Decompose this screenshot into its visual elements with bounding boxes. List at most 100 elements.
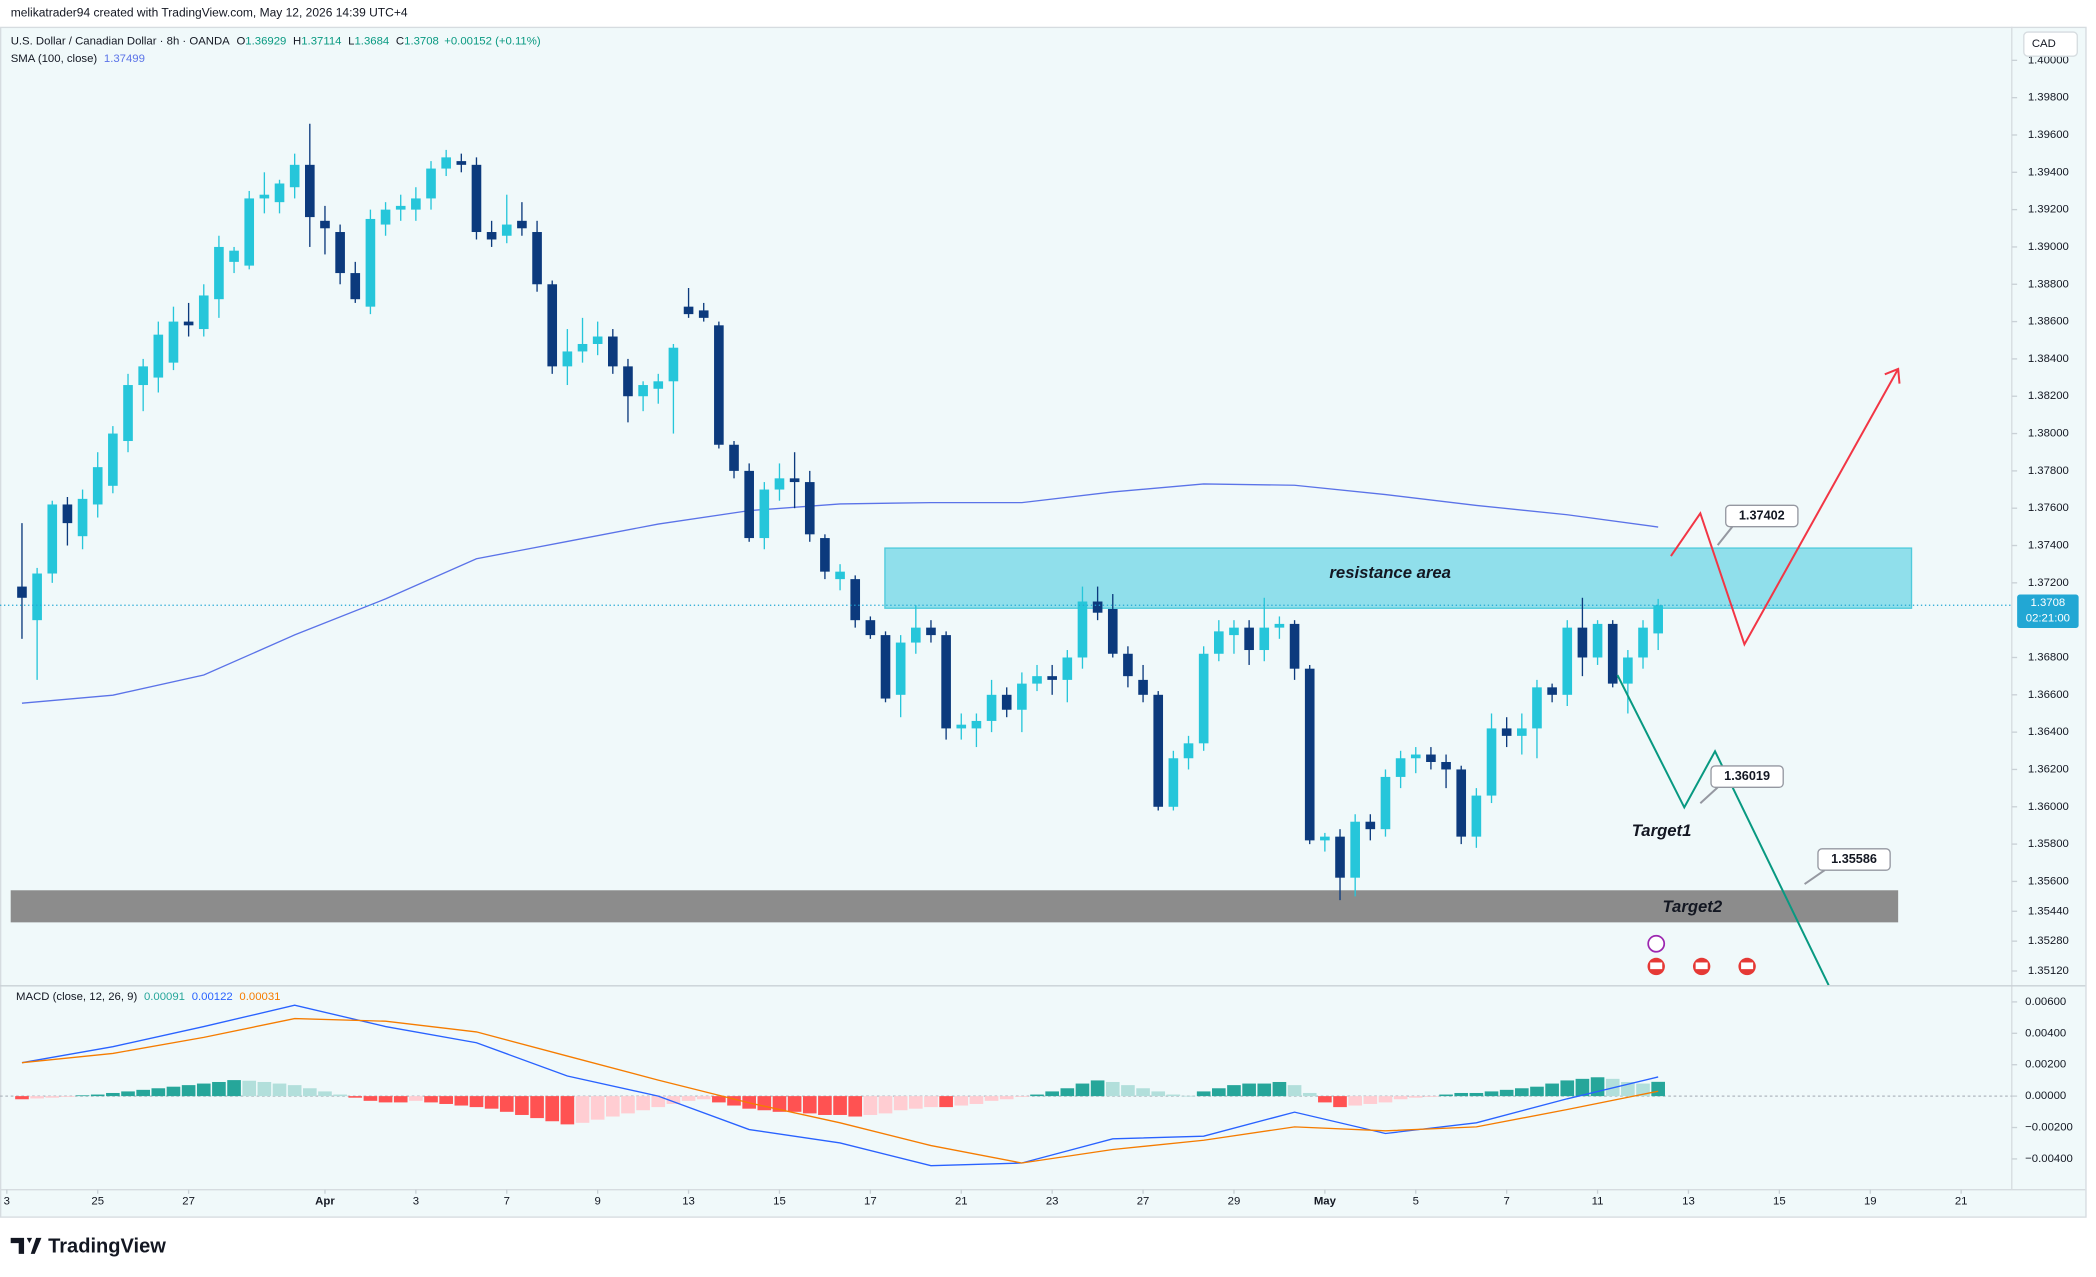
candle-body — [1244, 627, 1254, 651]
candle-body — [289, 164, 300, 188]
x-tick-label: 9 — [595, 1196, 601, 1208]
candle-body — [804, 482, 815, 535]
y-tick-label: 1.36200 — [2028, 763, 2069, 775]
callout-pointer — [1804, 869, 1826, 885]
candle-body — [956, 724, 967, 729]
candle-body — [305, 164, 315, 218]
candle-body — [274, 183, 285, 203]
candle-body — [820, 538, 830, 572]
candle-body — [350, 273, 361, 300]
candle-body — [138, 366, 148, 386]
y-tick-label: 1.38400 — [2028, 353, 2069, 365]
histogram-bar — [1348, 1096, 1362, 1106]
candle-body — [1547, 687, 1557, 695]
y-tick-label: 1.39800 — [2028, 92, 2069, 104]
histogram-bar — [515, 1096, 529, 1115]
price-pane: resistance area Target1 Target2 1.37402 1.36… — [0, 123, 2012, 986]
x-tick-label: 13 — [682, 1196, 695, 1208]
histogram-bar — [439, 1096, 453, 1104]
candle-body — [759, 489, 770, 539]
candle-body — [441, 157, 451, 169]
histogram-bar — [696, 1096, 711, 1100]
y-tick-label: 1.38200 — [2028, 390, 2069, 402]
y-tick-label: 0.00200 — [2025, 1059, 2066, 1071]
candle-body — [1047, 676, 1057, 680]
histogram-bar — [1121, 1085, 1135, 1097]
candle-body — [608, 336, 618, 367]
candle-body — [62, 504, 73, 524]
histogram-bar — [1575, 1078, 1590, 1097]
histogram-bar — [939, 1096, 953, 1108]
candle-body — [1365, 821, 1376, 830]
candle-body — [1592, 623, 1603, 658]
candle-body — [1517, 728, 1527, 736]
candle-body — [1471, 795, 1482, 837]
bear-projection — [1616, 674, 1830, 986]
currency-box — [2023, 31, 2078, 57]
histogram-bar — [1181, 1095, 1196, 1097]
histogram-bar — [1363, 1096, 1378, 1104]
candle-body — [774, 478, 785, 490]
sma-name: SMA (100, close) — [11, 53, 98, 65]
sma-legend: SMA (100, close) 1.37499 — [11, 53, 145, 65]
candle-body — [380, 209, 391, 225]
histogram-bar — [287, 1085, 302, 1097]
histogram-bar — [651, 1096, 666, 1108]
histogram-bar — [242, 1080, 257, 1097]
candle-body — [1623, 657, 1633, 684]
candle-body — [911, 627, 921, 643]
x-tick-label: 29 — [1228, 1196, 1241, 1208]
histogram-bar — [1257, 1083, 1272, 1097]
target-zone — [10, 890, 1899, 923]
y-tick-label: 1.37800 — [2028, 465, 2069, 477]
axes: 1.40000 1.39800 1.39600 1.39400 1.39200 1.390… — [4, 31, 2079, 1208]
candle-body — [411, 198, 421, 210]
candle-body — [1304, 668, 1315, 841]
y-tick-label: 1.36000 — [2028, 801, 2069, 813]
candle-body — [1607, 623, 1618, 684]
histogram-bar — [712, 1096, 726, 1103]
histogram-bar — [348, 1096, 363, 1098]
candle-body — [32, 573, 42, 621]
histogram-bar — [954, 1096, 969, 1106]
y-tick-label: −0.00400 — [2025, 1153, 2073, 1165]
histogram-bar — [196, 1083, 211, 1097]
histogram-bar — [848, 1096, 863, 1117]
histogram-bar — [530, 1096, 544, 1119]
histogram-bar — [863, 1096, 878, 1115]
candle-body — [1017, 683, 1027, 710]
y-tick-label: 1.36600 — [2028, 689, 2069, 701]
event-flag-stripe — [1741, 962, 1754, 970]
histogram-bar — [575, 1096, 590, 1123]
change: +0.00152 (+0.11%) — [444, 35, 541, 47]
callout-pointer — [1716, 526, 1734, 546]
event-flag-stripe — [1695, 962, 1708, 970]
y-tick-label: 1.35280 — [2028, 935, 2069, 947]
candle-body — [1638, 627, 1648, 658]
histogram-bar — [1090, 1080, 1105, 1097]
candle-body — [1426, 754, 1436, 762]
candle-body — [92, 467, 103, 505]
candle-body — [668, 347, 679, 382]
macd-series-value: 0.00122 — [192, 991, 233, 1003]
callout-box — [1817, 848, 1891, 871]
candle-body — [229, 250, 239, 262]
x-tick-label: 21 — [955, 1196, 968, 1208]
histogram-bar — [257, 1081, 272, 1097]
histogram-bar — [878, 1096, 893, 1114]
histogram-bar — [924, 1096, 938, 1108]
candle-body — [320, 220, 330, 229]
candle-body — [1380, 776, 1391, 830]
candle-body — [1456, 769, 1467, 837]
histogram-bar — [1514, 1088, 1529, 1097]
target1-label: Target1 — [1632, 821, 1692, 840]
bull-arrowhead — [1884, 367, 1901, 384]
histogram-bar — [1469, 1092, 1484, 1097]
histogram-bar — [590, 1096, 605, 1120]
ohlc-label: L — [348, 35, 354, 47]
candle-body — [1138, 679, 1148, 695]
histogram-bar — [166, 1086, 181, 1097]
candle-body — [623, 366, 633, 397]
histogram-bar — [666, 1096, 681, 1104]
